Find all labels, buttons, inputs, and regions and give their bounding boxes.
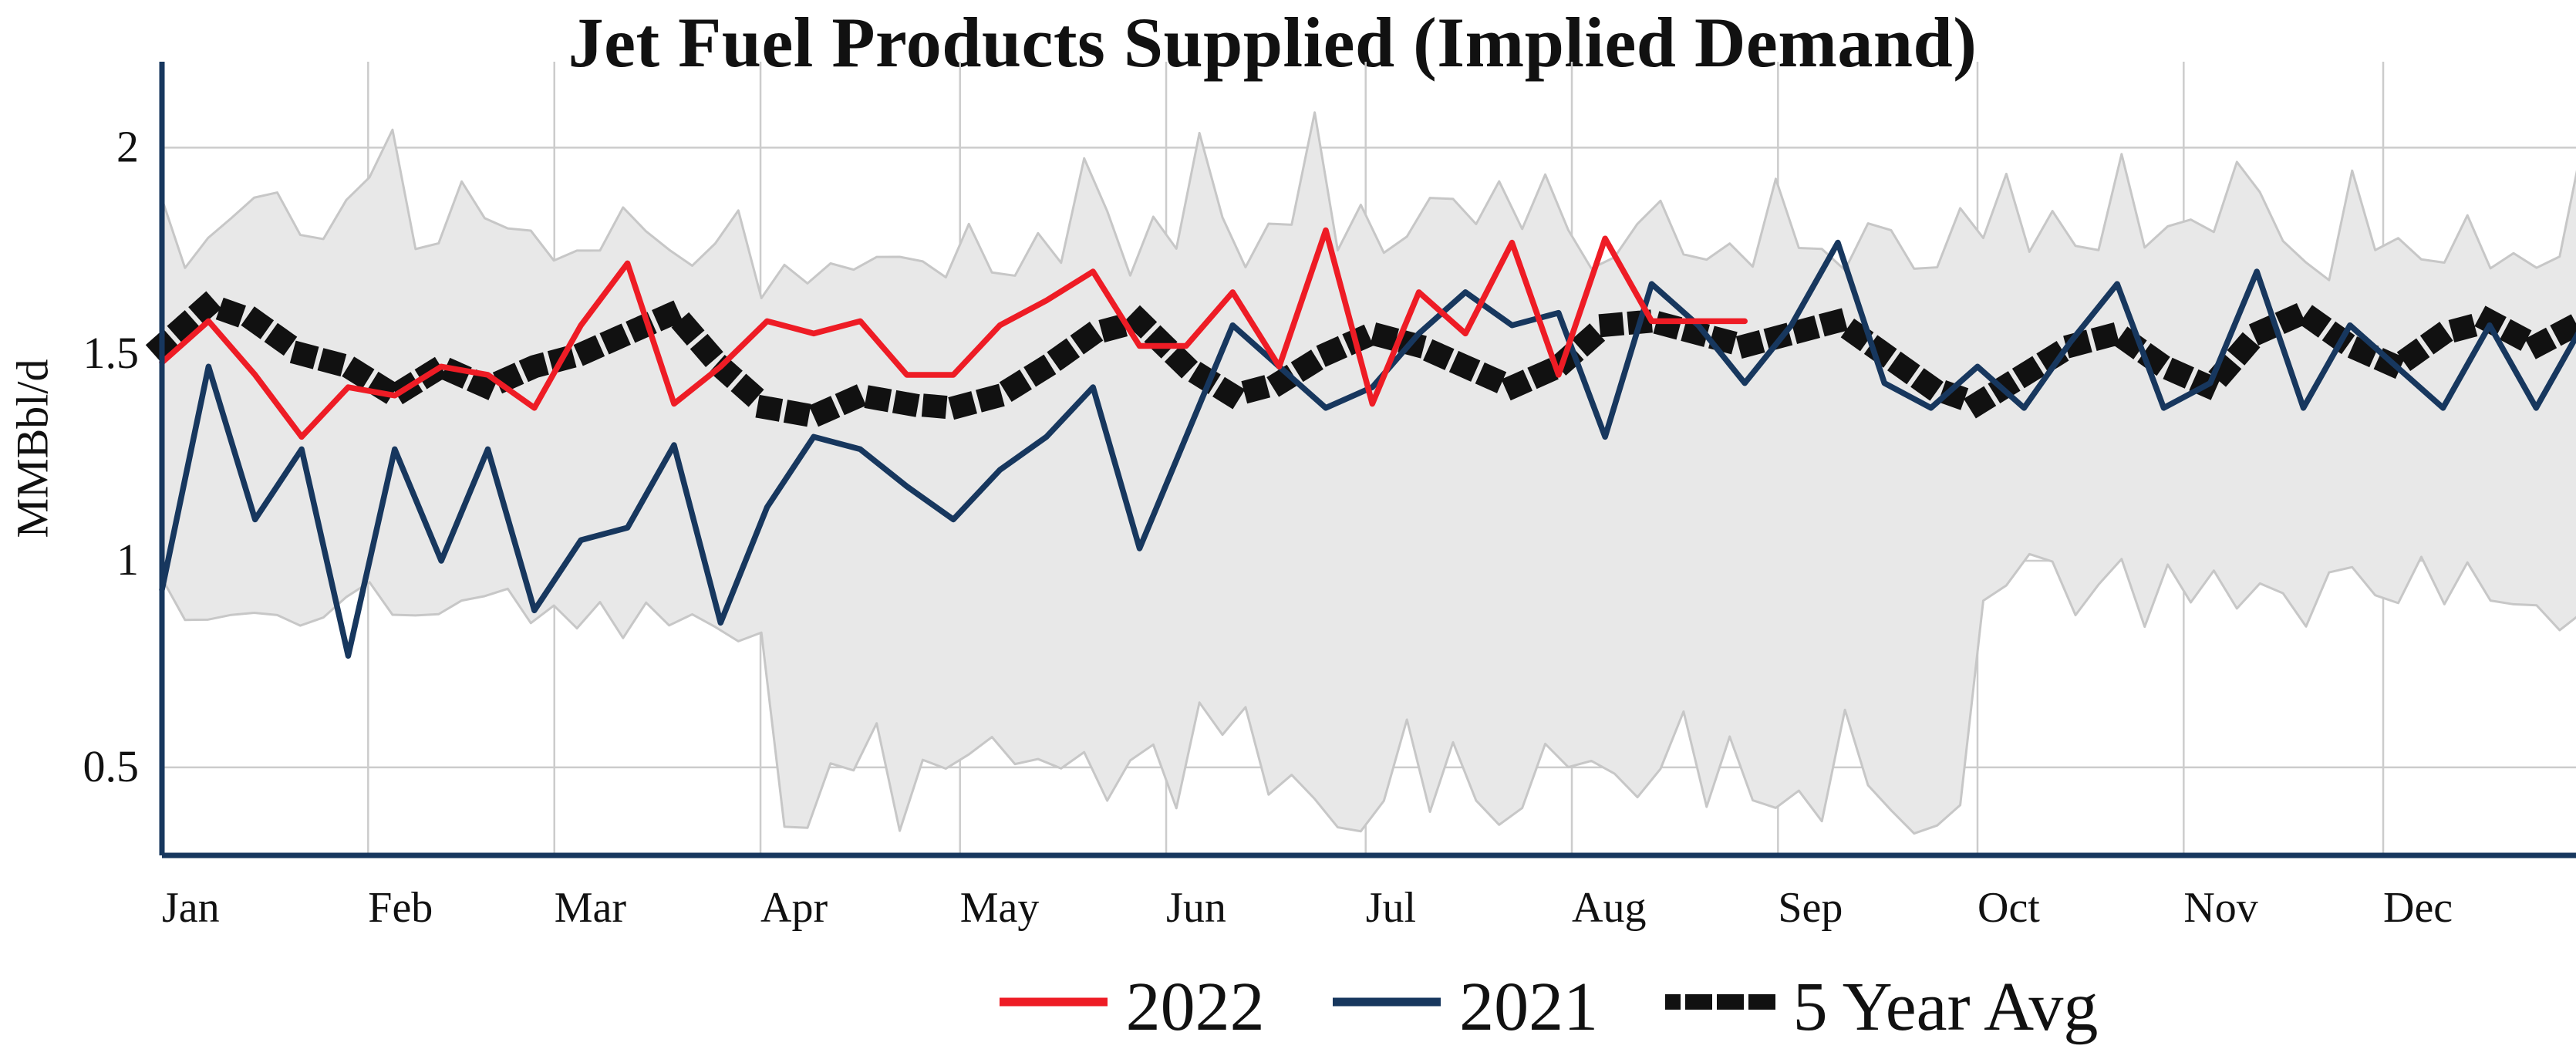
svg-text:Jun: Jun: [1166, 884, 1226, 932]
svg-text:Jan: Jan: [162, 884, 220, 932]
svg-text:May: May: [960, 884, 1040, 932]
svg-text:Apr: Apr: [760, 884, 828, 932]
svg-text:0.5: 0.5: [83, 741, 140, 791]
svg-text:Nov: Nov: [2183, 884, 2257, 932]
svg-text:Feb: Feb: [368, 884, 433, 932]
svg-text:Sep: Sep: [1778, 884, 1843, 932]
svg-text:2: 2: [116, 121, 139, 171]
svg-text:1.5: 1.5: [83, 328, 140, 378]
svg-text:1: 1: [116, 535, 139, 585]
svg-text:Dec: Dec: [2383, 884, 2453, 932]
svg-text:Oct: Oct: [1978, 884, 2040, 932]
svg-text:Mar: Mar: [555, 884, 627, 932]
svg-text:Jul: Jul: [1366, 884, 1416, 932]
svg-text:Aug: Aug: [1572, 884, 1646, 932]
